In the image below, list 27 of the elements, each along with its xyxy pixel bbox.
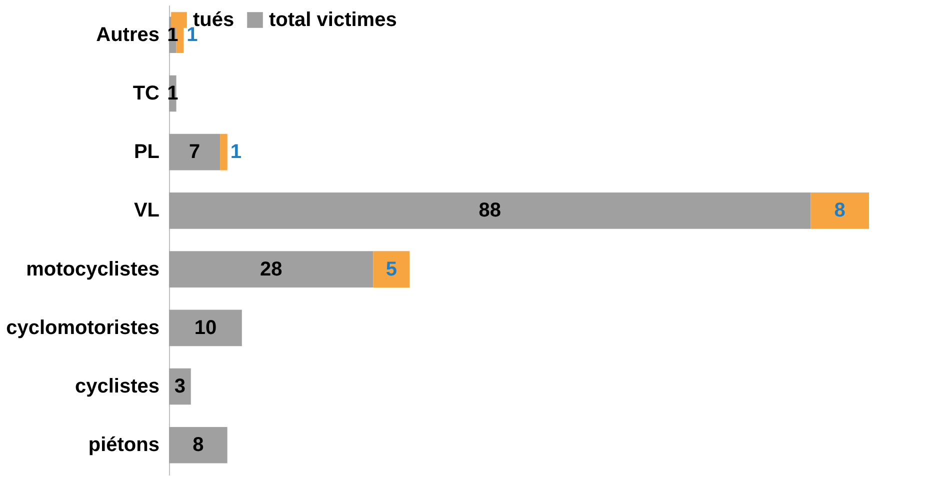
legend-label: tués: [193, 9, 234, 31]
legend-label: total victimes: [269, 9, 397, 31]
y-tick-label: Autres: [96, 24, 160, 46]
y-tick-label: VL: [134, 200, 160, 222]
y-tick-label: piétons: [88, 434, 160, 456]
bar: [169, 310, 242, 346]
bar: [169, 251, 374, 288]
bar: [810, 192, 869, 229]
bar: [373, 251, 410, 288]
data-label: 28: [260, 258, 282, 280]
bar: [169, 426, 228, 464]
data-label: 8: [834, 200, 846, 222]
data-label: 1: [230, 141, 242, 164]
y-tick-label: motocyclistes: [26, 258, 160, 280]
bar: [220, 134, 228, 170]
data-label: 5: [386, 258, 397, 280]
bar: [169, 134, 220, 170]
y-tick-label: TC: [132, 82, 160, 104]
data-label: 8: [192, 434, 204, 456]
y-tick-label: cyclomotoristes: [6, 316, 160, 339]
data-label: 88: [478, 200, 501, 222]
data-label: 10: [194, 316, 217, 339]
y-tick-label: PL: [134, 141, 160, 164]
data-label: 3: [174, 376, 186, 398]
data-label: 7: [188, 141, 200, 164]
bar: [169, 192, 811, 229]
y-tick-label: cyclistes: [74, 376, 160, 398]
